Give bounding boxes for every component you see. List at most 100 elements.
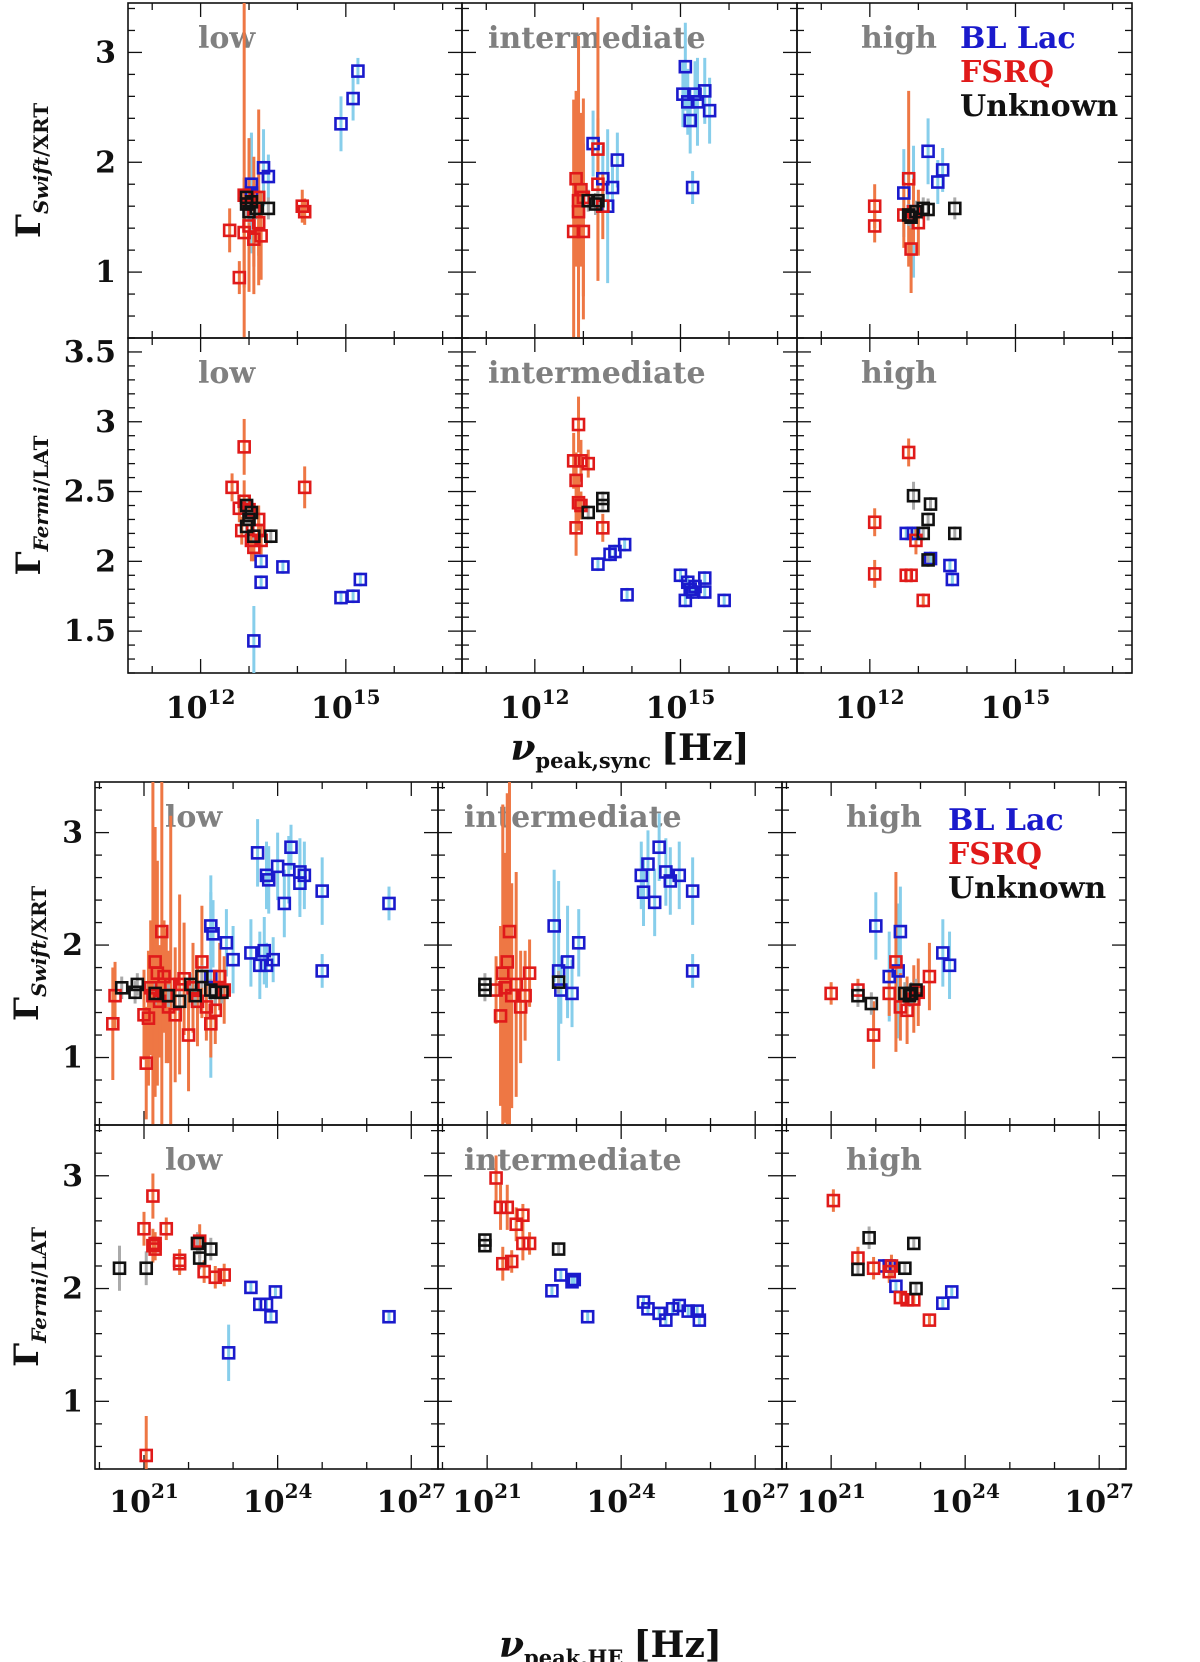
x-tick-label: 1027	[720, 1479, 790, 1520]
point-bl-lac	[672, 1298, 687, 1313]
class-label-intermediate: intermediate	[488, 356, 706, 391]
point-unknown	[239, 190, 254, 205]
panel-bottom-1-low: 1 2 3 1021 1024 1027 low	[62, 1124, 446, 1520]
point-unknown	[904, 210, 918, 224]
x-tick-label: 1024	[586, 1479, 656, 1520]
point-fsrq	[867, 515, 882, 530]
point-bl-lac	[571, 936, 586, 950]
panel-frame	[796, 337, 1133, 674]
x-tick-label: 1027	[376, 1479, 446, 1520]
point-bl-lac	[560, 955, 575, 969]
point-unknown	[261, 201, 276, 216]
point-bl-lac	[944, 1285, 959, 1299]
point-fsrq	[495, 1256, 510, 1271]
point-bl-lac	[204, 969, 218, 984]
point-bl-lac	[250, 846, 265, 860]
point-fsrq	[901, 445, 916, 460]
point-bl-lac	[617, 537, 632, 552]
point-bl-lac	[636, 885, 651, 900]
class-label-high: high	[861, 21, 937, 56]
y-tick-label: 2	[62, 1272, 83, 1307]
point-bl-lac	[921, 144, 935, 159]
x-tick-label: 1024	[930, 1479, 1000, 1520]
point-bl-lac	[382, 896, 396, 911]
point-bl-lac	[351, 64, 365, 78]
data-layer	[826, 1189, 959, 1327]
point-fsrq	[901, 171, 916, 186]
panel-top-1-low: 1.5 2 2.5 3 3.5 1012 1015 low	[64, 335, 463, 726]
point-fsrq	[244, 533, 259, 548]
point-unknown	[128, 985, 142, 1000]
point-fsrq	[581, 456, 596, 471]
point-bl-lac	[261, 873, 276, 887]
data-layer	[222, 3, 365, 338]
point-bl-lac	[204, 919, 218, 933]
y-tick-label: 2.5	[64, 475, 116, 510]
data-layer	[112, 1173, 396, 1469]
point-fsrq	[569, 473, 583, 488]
x-axis-label-top: νpeak,sync [Hz]	[510, 727, 749, 773]
point-bl-lac	[244, 1280, 258, 1295]
point-unknown	[195, 969, 209, 984]
point-bl-lac	[685, 180, 700, 195]
point-bl-lac	[254, 575, 268, 590]
point-unknown	[478, 983, 492, 997]
y-tick-label: 2	[62, 928, 83, 963]
point-fsrq	[217, 983, 231, 997]
y-axis-label-bottom-1: ΓFermi/LAT	[7, 1227, 51, 1367]
panel-top-0-intermediate: intermediate	[461, 2, 798, 339]
point-bl-lac	[936, 1296, 950, 1311]
point-fsrq	[212, 969, 227, 984]
point-fsrq	[889, 955, 903, 969]
panel-top-0-low: 1 2 3 low	[95, 2, 463, 339]
point-bl-lac	[717, 593, 731, 608]
point-unknown	[112, 1261, 127, 1276]
point-fsrq	[106, 1016, 120, 1031]
point-unknown	[851, 1262, 865, 1277]
point-bl-lac	[891, 964, 905, 978]
point-fsrq	[566, 454, 581, 468]
point-bl-lac	[935, 163, 950, 177]
point-unknown	[906, 1236, 921, 1251]
point-fsrq	[595, 521, 610, 535]
point-fsrq	[916, 593, 931, 608]
point-unknown	[130, 977, 145, 992]
point-fsrq	[922, 969, 937, 984]
point-fsrq	[502, 924, 517, 939]
point-bl-lac	[219, 936, 234, 950]
point-bl-lac	[264, 1309, 278, 1324]
data-layer	[566, 396, 731, 608]
point-fsrq	[574, 182, 588, 197]
point-unknown	[851, 988, 865, 1003]
point-unknown	[898, 1261, 912, 1276]
point-unknown	[864, 996, 879, 1011]
y-tick-label: 1.5	[64, 614, 116, 649]
y-tick-label: 1	[62, 1384, 83, 1419]
point-unknown	[204, 1242, 218, 1256]
y-axis-label-top-0: ΓSwift/XRT	[9, 103, 53, 238]
point-bl-lac	[641, 857, 655, 871]
point-fsrq	[909, 533, 923, 548]
y-tick-label: 3	[62, 1159, 83, 1194]
class-label-low: low	[165, 1143, 223, 1178]
point-fsrq	[824, 986, 838, 1001]
point-bl-lac	[608, 544, 622, 559]
point-unknown	[906, 488, 921, 503]
point-fsrq	[237, 440, 251, 454]
point-bl-lac	[690, 1304, 704, 1318]
point-bl-lac	[678, 59, 693, 74]
y-axis-label-bottom-0: ΓSwift/XRT	[7, 886, 51, 1021]
point-unknown	[901, 208, 916, 222]
point-unknown	[242, 512, 256, 527]
chart-top: ΓSwift/XRT 1 2 3 low intermediate high BL LacFS…	[9, 2, 1133, 773]
point-unknown	[904, 986, 919, 1001]
point-fsrq	[518, 988, 532, 1003]
point-bl-lac	[580, 1309, 595, 1324]
point-bl-lac	[673, 568, 688, 583]
data-layer	[867, 438, 962, 608]
point-fsrq	[867, 199, 882, 213]
point-fsrq	[297, 480, 312, 495]
point-bl-lac	[692, 1313, 707, 1327]
point-bl-lac	[897, 186, 911, 200]
